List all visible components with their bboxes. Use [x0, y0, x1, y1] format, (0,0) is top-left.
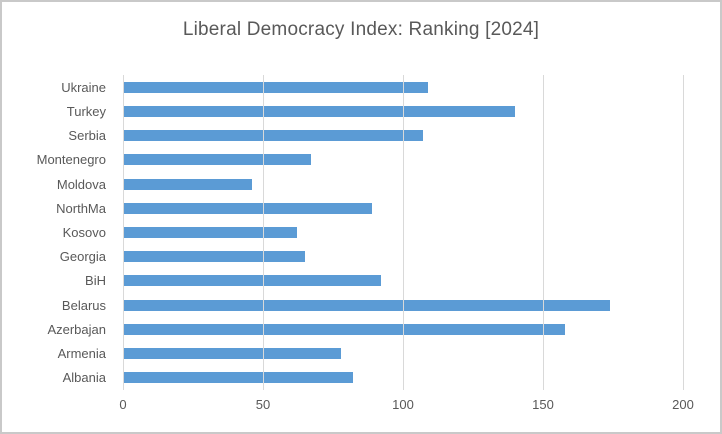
y-axis-label-turkey: Turkey: [66, 103, 106, 119]
y-axis-label-georgia: Georgia: [59, 249, 106, 265]
y-axis-label-azerbajan: Azerbajan: [47, 321, 106, 337]
y-axis-label-serbia: Serbia: [68, 128, 106, 144]
bar-row-bih: [123, 269, 683, 293]
bar-row-belarus: [123, 293, 683, 317]
y-axis-label-northma: NorthMa: [56, 200, 106, 216]
bar-row-montenegro: [123, 148, 683, 172]
bar-series: [123, 75, 683, 390]
bar-moldova[interactable]: [123, 178, 252, 190]
chart-title: Liberal Democracy Index: Ranking [2024]: [182, 19, 540, 40]
x-axis-label-200: 200: [672, 397, 694, 412]
y-axis-label-belarus: Belarus: [61, 297, 106, 313]
gridline-x-150: [542, 75, 544, 390]
gridline-x-100: [402, 75, 404, 390]
bar-turkey[interactable]: [123, 105, 515, 117]
bar-bih[interactable]: [123, 275, 381, 287]
y-axis-label-ukraine: Ukraine: [61, 79, 106, 95]
y-axis-label-bih: BiH: [85, 273, 106, 289]
y-axis-label-albania: Albania: [62, 370, 106, 386]
bar-serbia[interactable]: [123, 130, 423, 142]
bar-azerbajan[interactable]: [123, 323, 566, 335]
bar-kosovo[interactable]: [123, 227, 297, 239]
bar-row-azerbajan: [123, 317, 683, 341]
gridline-x-200: [682, 75, 684, 390]
gridline-x-50: [262, 75, 264, 390]
bar-northma[interactable]: [123, 202, 373, 214]
bar-row-serbia: [123, 123, 683, 147]
bar-row-ukraine: [123, 75, 683, 99]
y-axis-label-armenia: Armenia: [57, 346, 106, 362]
x-axis-labels: 0 50 100 150 200: [119, 397, 693, 417]
y-axis-label-montenegro: Montenegro: [36, 152, 106, 168]
bar-belarus[interactable]: [123, 299, 611, 311]
bar-row-georgia: [123, 245, 683, 269]
bar-row-moldova: [123, 172, 683, 196]
x-axis-label-50: 50: [255, 397, 271, 412]
bar-row-northma: [123, 196, 683, 220]
bar-georgia[interactable]: [123, 251, 305, 263]
plot-area: [122, 75, 684, 390]
y-axis-label-moldova: Moldova: [56, 176, 106, 192]
x-axis-label-100: 100: [392, 397, 414, 412]
y-axis-labels: Ukraine Turkey Serbia Montenegro Moldova Nort…: [2, 75, 115, 390]
gridline-x-0: [122, 75, 124, 390]
bar-row-armenia: [123, 342, 683, 366]
bar-armenia[interactable]: [123, 348, 342, 360]
bar-ukraine[interactable]: [123, 81, 429, 93]
y-axis-label-kosovo: Kosovo: [62, 225, 106, 241]
x-axis-label-150: 150: [532, 397, 554, 412]
bar-row-turkey: [123, 99, 683, 123]
x-axis-label-0: 0: [119, 397, 127, 412]
bar-row-albania: [123, 366, 683, 390]
bar-row-kosovo: [123, 220, 683, 244]
bar-albania[interactable]: [123, 372, 353, 384]
bar-montenegro[interactable]: [123, 154, 311, 166]
